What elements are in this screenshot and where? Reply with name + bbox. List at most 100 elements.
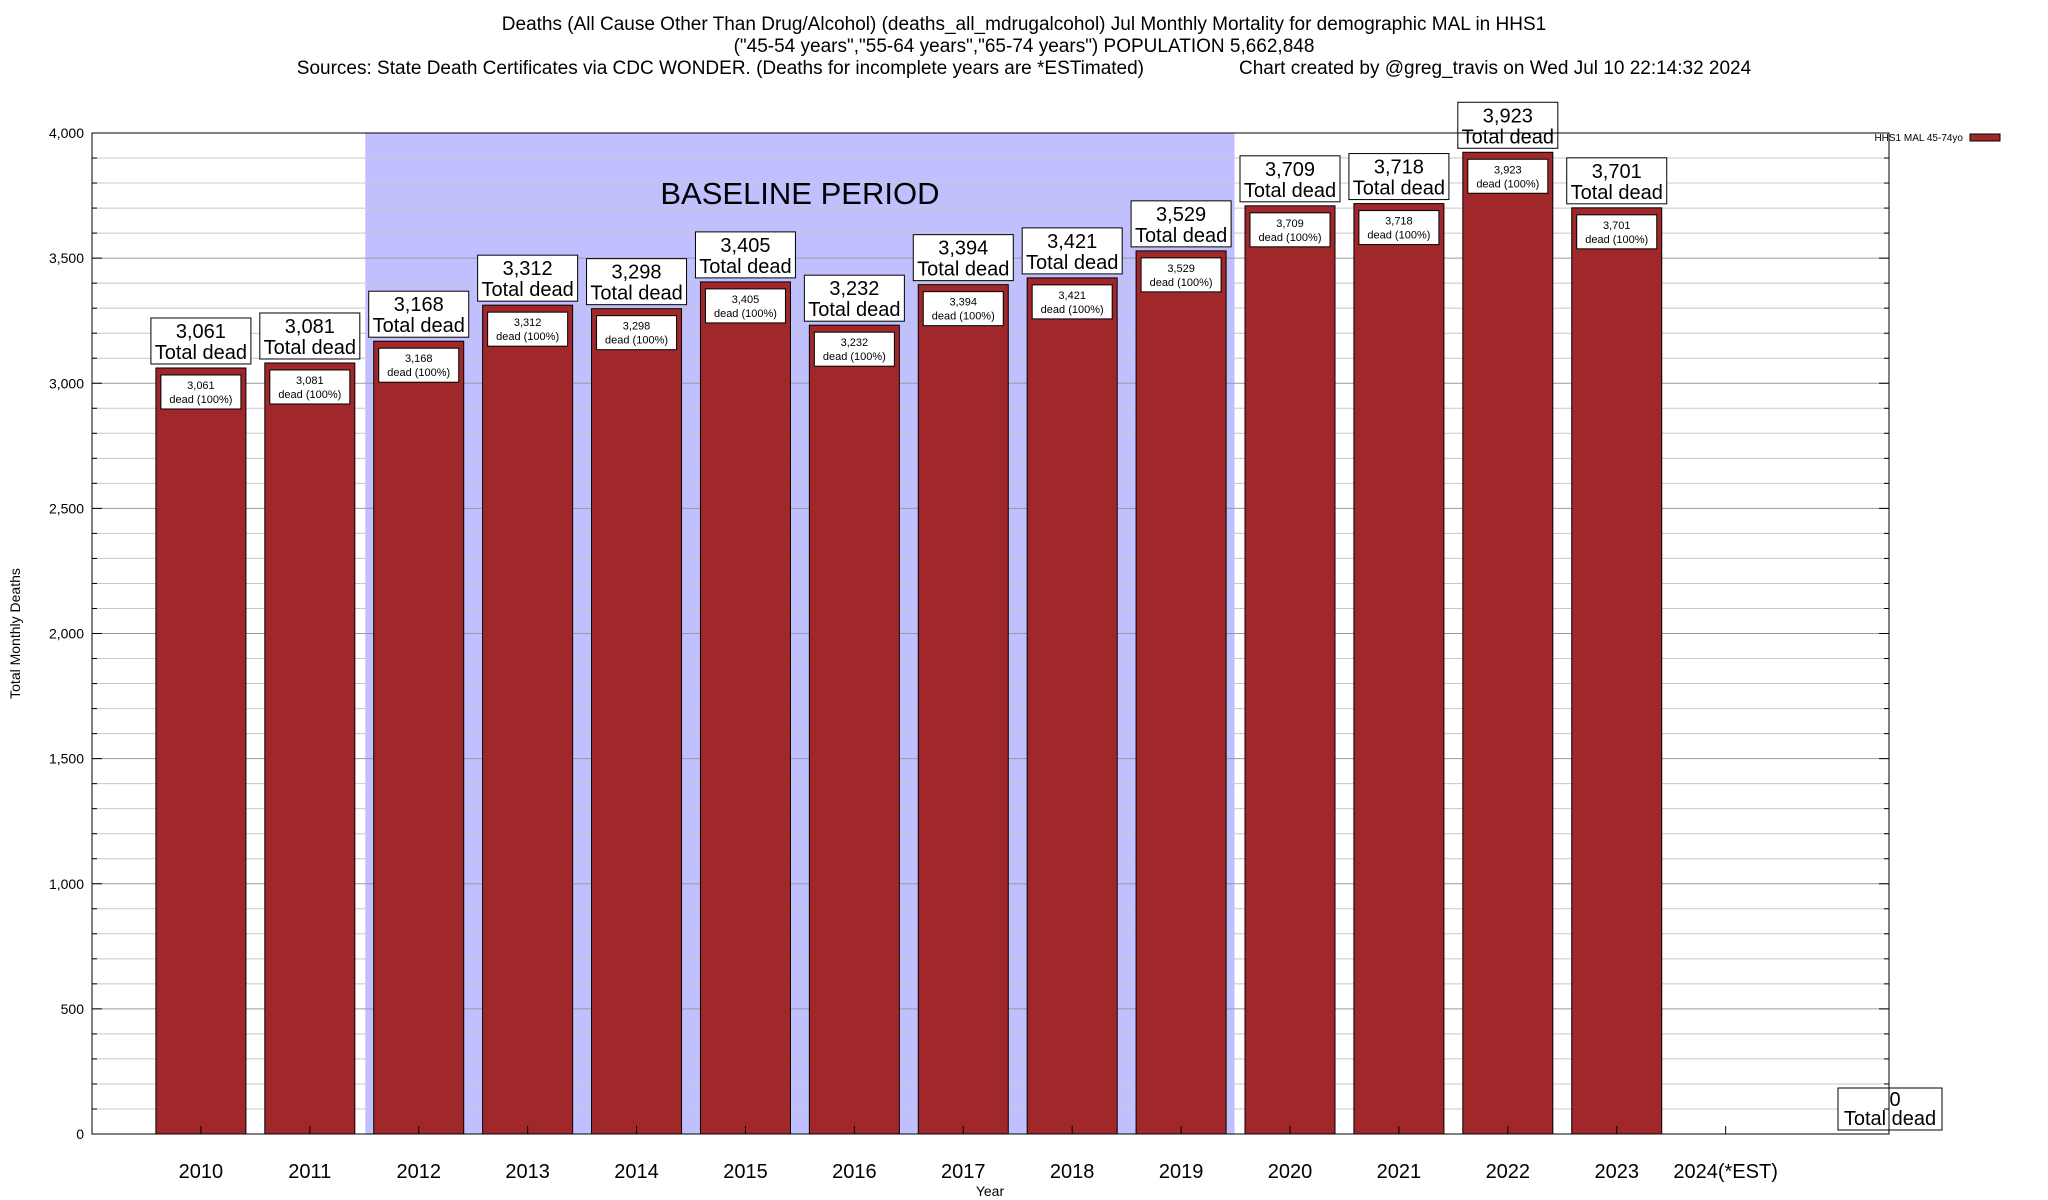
- inner-percent-label: dead (100%): [1367, 230, 1430, 242]
- bar: [1462, 151, 1554, 1135]
- inner-percent-label: dead (100%): [278, 389, 341, 401]
- inner-label-box: [704, 288, 786, 324]
- x-tick-label: 2020: [1268, 1161, 1313, 1183]
- inner-value-label: 3,081: [296, 375, 324, 387]
- total-dead-label: Total dead: [481, 279, 573, 301]
- total-value-label: 3,298: [612, 262, 662, 284]
- x-tick-label: 2012: [396, 1161, 441, 1183]
- total-value-label: 3,061: [176, 321, 226, 343]
- inner-value-label: 3,394: [950, 297, 978, 309]
- credit-text: Chart created by @greg_travis on Wed Jul…: [1239, 58, 1752, 79]
- inner-value-label: 3,529: [1167, 263, 1195, 275]
- x-tick-label: 2017: [941, 1161, 986, 1183]
- total-label-box: [150, 317, 252, 365]
- inner-percent-label: dead (100%): [1476, 178, 1539, 190]
- total-label-box: [912, 234, 1014, 282]
- total-dead-label: Total dead: [1844, 1108, 1936, 1130]
- bar: [1244, 205, 1336, 1135]
- inner-label-box: [378, 347, 460, 383]
- x-tick-label: 2021: [1377, 1161, 1422, 1183]
- y-tick-label: 2,500: [49, 500, 84, 516]
- legend-swatch: [1969, 133, 2001, 142]
- total-dead-label: Total dead: [373, 315, 465, 337]
- inner-value-label: 3,701: [1603, 220, 1631, 232]
- total-label-box: [694, 231, 796, 279]
- bar: [699, 281, 791, 1135]
- inner-value-label: 3,718: [1385, 216, 1413, 228]
- inner-value-label: 3,312: [514, 317, 542, 329]
- total-value-label: 3,923: [1483, 105, 1533, 127]
- bar: [1026, 277, 1118, 1135]
- inner-percent-label: dead (100%): [169, 394, 232, 406]
- total-value-label: 0: [1889, 1089, 1900, 1111]
- total-value-label: 3,081: [285, 316, 335, 338]
- inner-value-label: 3,405: [732, 294, 760, 306]
- axis-layer: 0 500 1,000 1,500 2,000 2,500 3,000 3,500 4,000 2…: [49, 125, 1890, 1183]
- x-tick-label: 2018: [1050, 1161, 1095, 1183]
- total-dead-label: Total dead: [264, 337, 356, 359]
- y-tick-label: 2,000: [49, 626, 84, 642]
- y-tick-label: 1,500: [49, 751, 84, 767]
- total-label-box: [477, 254, 579, 302]
- total-dead-label: Total dead: [1026, 252, 1118, 274]
- x-tick-label: 2010: [179, 1161, 224, 1183]
- inner-label-box: [1140, 257, 1222, 293]
- inner-percent-label: dead (100%): [823, 351, 886, 363]
- y-tick-label: 3,500: [49, 250, 84, 266]
- inner-label-box: [487, 311, 569, 347]
- total-value-label: 3,168: [394, 294, 444, 316]
- total-label-box: [1021, 227, 1123, 275]
- x-tick-label: 2016: [832, 1161, 877, 1183]
- total-dead-label: Total dead: [1244, 180, 1336, 202]
- inner-label-box: [269, 369, 351, 405]
- total-dead-label: Total dead: [808, 299, 900, 321]
- total-dead-label: Total dead: [699, 256, 791, 278]
- inner-label-box: [813, 331, 895, 367]
- x-tick-label: 2023: [1594, 1161, 1639, 1183]
- inner-label-box: [1031, 284, 1113, 320]
- sources-text: Sources: State Death Certificates via CD…: [296, 58, 1144, 79]
- chart-header: Deaths (All Cause Other Than Drug/Alcoho…: [0, 14, 2048, 80]
- inner-value-label: 3,061: [187, 380, 215, 392]
- bar: [1353, 203, 1445, 1135]
- y-tick-label: 0: [76, 1126, 84, 1142]
- inner-percent-label: dead (100%): [932, 311, 995, 323]
- bar: [482, 304, 574, 1135]
- y-axis-label: Total Monthly Deaths: [7, 568, 23, 699]
- total-dead-label: Total dead: [1571, 182, 1663, 204]
- total-dead-label: Total dead: [1462, 126, 1554, 148]
- total-label-box: [586, 258, 688, 306]
- y-tick-label: 4,000: [49, 125, 84, 141]
- total-label-box: [1837, 1087, 1943, 1131]
- total-dead-label: Total dead: [590, 283, 682, 305]
- total-value-label: 3,312: [503, 258, 553, 280]
- total-dead-label: Total dead: [1135, 225, 1227, 247]
- total-value-label: 3,421: [1047, 231, 1097, 253]
- legend-label: HHS1 MAL 45-74yo: [1874, 133, 1963, 144]
- total-label-box: [1348, 153, 1450, 201]
- chart-title: Deaths (All Cause Other Than Drug/Alcoho…: [501, 14, 1547, 35]
- x-tick-label: 2011: [288, 1161, 331, 1183]
- bar: [155, 367, 247, 1135]
- x-tick-label: 2014: [614, 1161, 659, 1183]
- inner-percent-label: dead (100%): [387, 367, 450, 379]
- bar: [1135, 250, 1227, 1135]
- x-axis-label: Year: [976, 1183, 1005, 1199]
- chart-subtitle: ("45-54 years","55-64 years","65-74 year…: [733, 36, 1315, 57]
- inner-label-box: [160, 374, 242, 410]
- baseline-label: BASELINE PERIOD: [660, 176, 939, 211]
- total-dead-label: Total dead: [1353, 178, 1445, 200]
- total-value-label: 3,529: [1156, 204, 1206, 226]
- inner-value-label: 3,298: [623, 321, 651, 333]
- total-value-label: 3,405: [720, 235, 770, 257]
- x-tick-label: 2024(*EST): [1673, 1161, 1778, 1183]
- bar: [917, 284, 1009, 1135]
- total-dead-label: Total dead: [155, 342, 247, 364]
- inner-value-label: 3,232: [841, 337, 869, 349]
- inner-label-box: [596, 315, 678, 351]
- total-label-box: [1566, 157, 1668, 205]
- inner-percent-label: dead (100%): [1150, 277, 1213, 289]
- inner-percent-label: dead (100%): [496, 331, 559, 343]
